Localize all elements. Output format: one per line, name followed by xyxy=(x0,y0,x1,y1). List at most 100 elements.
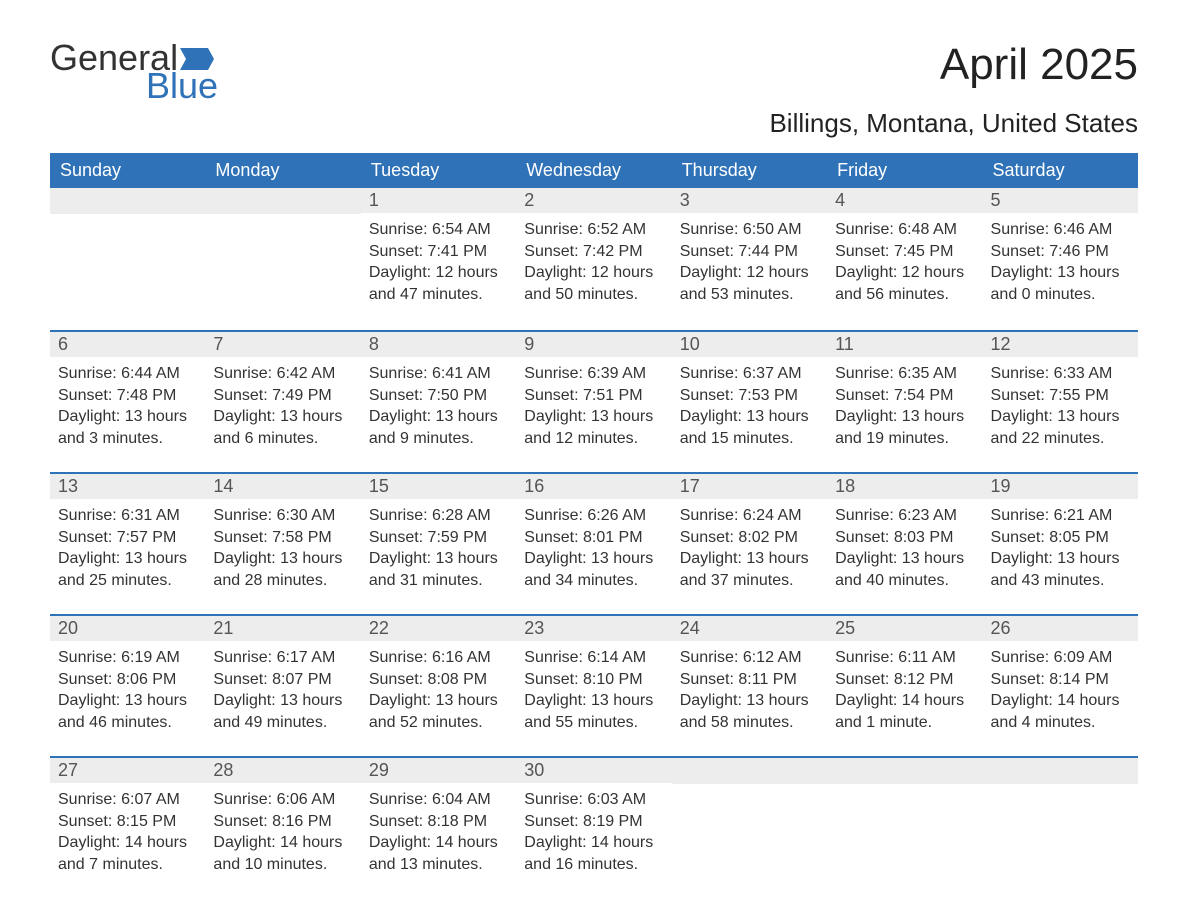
sunrise-line: Sunrise: 6:14 AM xyxy=(524,647,663,669)
daylight-line: Daylight: 13 hours and 31 minutes. xyxy=(369,548,508,591)
sunset-line: Sunset: 8:19 PM xyxy=(524,811,663,833)
sunset-line: Sunset: 8:18 PM xyxy=(369,811,508,833)
sunrise-line: Sunrise: 6:41 AM xyxy=(369,363,508,385)
day-number xyxy=(827,758,982,784)
day-cell: 27Sunrise: 6:07 AMSunset: 8:15 PMDayligh… xyxy=(50,758,205,884)
day-number: 8 xyxy=(361,332,516,357)
daylight-line: Daylight: 13 hours and 0 minutes. xyxy=(991,262,1130,305)
sunrise-line: Sunrise: 6:33 AM xyxy=(991,363,1130,385)
day-cell: 19Sunrise: 6:21 AMSunset: 8:05 PMDayligh… xyxy=(983,474,1138,600)
day-cell: 22Sunrise: 6:16 AMSunset: 8:08 PMDayligh… xyxy=(361,616,516,742)
sunset-line: Sunset: 8:10 PM xyxy=(524,669,663,691)
day-details: Sunrise: 6:03 AMSunset: 8:19 PMDaylight:… xyxy=(516,783,671,879)
day-number: 14 xyxy=(205,474,360,499)
day-cell: 24Sunrise: 6:12 AMSunset: 8:11 PMDayligh… xyxy=(672,616,827,742)
sunset-line: Sunset: 8:12 PM xyxy=(835,669,974,691)
calendar: SundayMondayTuesdayWednesdayThursdayFrid… xyxy=(50,153,1138,884)
daylight-line: Daylight: 14 hours and 4 minutes. xyxy=(991,690,1130,733)
day-header-cell: Saturday xyxy=(983,153,1138,188)
day-number: 26 xyxy=(983,616,1138,641)
day-cell: 1Sunrise: 6:54 AMSunset: 7:41 PMDaylight… xyxy=(361,188,516,316)
week-row: 6Sunrise: 6:44 AMSunset: 7:48 PMDaylight… xyxy=(50,330,1138,458)
day-number: 9 xyxy=(516,332,671,357)
sunset-line: Sunset: 7:45 PM xyxy=(835,241,974,263)
sunset-line: Sunset: 7:50 PM xyxy=(369,385,508,407)
day-number: 6 xyxy=(50,332,205,357)
sunset-line: Sunset: 8:01 PM xyxy=(524,527,663,549)
day-number: 24 xyxy=(672,616,827,641)
day-details: Sunrise: 6:39 AMSunset: 7:51 PMDaylight:… xyxy=(516,357,671,453)
sunrise-line: Sunrise: 6:19 AM xyxy=(58,647,197,669)
day-cell: 17Sunrise: 6:24 AMSunset: 8:02 PMDayligh… xyxy=(672,474,827,600)
daylight-line: Daylight: 13 hours and 12 minutes. xyxy=(524,406,663,449)
sunrise-line: Sunrise: 6:30 AM xyxy=(213,505,352,527)
daylight-line: Daylight: 13 hours and 37 minutes. xyxy=(680,548,819,591)
day-cell: 3Sunrise: 6:50 AMSunset: 7:44 PMDaylight… xyxy=(672,188,827,316)
day-number: 27 xyxy=(50,758,205,783)
day-cell: 2Sunrise: 6:52 AMSunset: 7:42 PMDaylight… xyxy=(516,188,671,316)
daylight-line: Daylight: 13 hours and 25 minutes. xyxy=(58,548,197,591)
day-header-cell: Sunday xyxy=(50,153,205,188)
day-cell: 18Sunrise: 6:23 AMSunset: 8:03 PMDayligh… xyxy=(827,474,982,600)
sunset-line: Sunset: 7:42 PM xyxy=(524,241,663,263)
day-number: 12 xyxy=(983,332,1138,357)
daylight-line: Daylight: 13 hours and 15 minutes. xyxy=(680,406,819,449)
day-number: 30 xyxy=(516,758,671,783)
week-row: 27Sunrise: 6:07 AMSunset: 8:15 PMDayligh… xyxy=(50,756,1138,884)
sunrise-line: Sunrise: 6:28 AM xyxy=(369,505,508,527)
day-number: 7 xyxy=(205,332,360,357)
day-number xyxy=(50,188,205,214)
day-details: Sunrise: 6:11 AMSunset: 8:12 PMDaylight:… xyxy=(827,641,982,737)
sunrise-line: Sunrise: 6:07 AM xyxy=(58,789,197,811)
daylight-line: Daylight: 13 hours and 9 minutes. xyxy=(369,406,508,449)
sunrise-line: Sunrise: 6:50 AM xyxy=(680,219,819,241)
sunset-line: Sunset: 7:57 PM xyxy=(58,527,197,549)
day-cell: 5Sunrise: 6:46 AMSunset: 7:46 PMDaylight… xyxy=(983,188,1138,316)
day-details: Sunrise: 6:12 AMSunset: 8:11 PMDaylight:… xyxy=(672,641,827,737)
day-cell: 28Sunrise: 6:06 AMSunset: 8:16 PMDayligh… xyxy=(205,758,360,884)
day-details: Sunrise: 6:23 AMSunset: 8:03 PMDaylight:… xyxy=(827,499,982,595)
sunset-line: Sunset: 7:58 PM xyxy=(213,527,352,549)
sunset-line: Sunset: 7:46 PM xyxy=(991,241,1130,263)
day-details: Sunrise: 6:26 AMSunset: 8:01 PMDaylight:… xyxy=(516,499,671,595)
daylight-line: Daylight: 13 hours and 22 minutes. xyxy=(991,406,1130,449)
sunrise-line: Sunrise: 6:06 AM xyxy=(213,789,352,811)
day-number xyxy=(672,758,827,784)
day-header-cell: Thursday xyxy=(672,153,827,188)
daylight-line: Daylight: 13 hours and 43 minutes. xyxy=(991,548,1130,591)
daylight-line: Daylight: 13 hours and 3 minutes. xyxy=(58,406,197,449)
day-cell xyxy=(827,758,982,884)
day-number: 13 xyxy=(50,474,205,499)
day-number: 17 xyxy=(672,474,827,499)
day-cell: 23Sunrise: 6:14 AMSunset: 8:10 PMDayligh… xyxy=(516,616,671,742)
sunrise-line: Sunrise: 6:48 AM xyxy=(835,219,974,241)
day-number xyxy=(983,758,1138,784)
sunset-line: Sunset: 8:14 PM xyxy=(991,669,1130,691)
day-number: 20 xyxy=(50,616,205,641)
day-cell: 13Sunrise: 6:31 AMSunset: 7:57 PMDayligh… xyxy=(50,474,205,600)
day-number: 4 xyxy=(827,188,982,213)
daylight-line: Daylight: 13 hours and 46 minutes. xyxy=(58,690,197,733)
daylight-line: Daylight: 14 hours and 16 minutes. xyxy=(524,832,663,875)
day-cell: 12 Sunrise: 6:33 AMSunset: 7:55 PMDayligh… xyxy=(983,332,1138,458)
sunset-line: Sunset: 7:55 PM xyxy=(991,385,1130,407)
day-header-cell: Friday xyxy=(827,153,982,188)
daylight-line: Daylight: 14 hours and 7 minutes. xyxy=(58,832,197,875)
sunset-line: Sunset: 8:05 PM xyxy=(991,527,1130,549)
day-details: Sunrise: 6:09 AMSunset: 8:14 PMDaylight:… xyxy=(983,641,1138,737)
daylight-line: Daylight: 14 hours and 10 minutes. xyxy=(213,832,352,875)
sunset-line: Sunset: 8:16 PM xyxy=(213,811,352,833)
day-cell: 25Sunrise: 6:11 AMSunset: 8:12 PMDayligh… xyxy=(827,616,982,742)
day-header-row: SundayMondayTuesdayWednesdayThursdayFrid… xyxy=(50,153,1138,188)
day-details: Sunrise: 6:31 AMSunset: 7:57 PMDaylight:… xyxy=(50,499,205,595)
day-details: Sunrise: 6:07 AMSunset: 8:15 PMDaylight:… xyxy=(50,783,205,879)
day-number: 11 xyxy=(827,332,982,357)
sunrise-line: Sunrise: 6:17 AM xyxy=(213,647,352,669)
logo-word2: Blue xyxy=(146,68,218,104)
day-number: 21 xyxy=(205,616,360,641)
daylight-line: Daylight: 13 hours and 55 minutes. xyxy=(524,690,663,733)
sunrise-line: Sunrise: 6:54 AM xyxy=(369,219,508,241)
sunrise-line: Sunrise: 6:31 AM xyxy=(58,505,197,527)
sunrise-line: Sunrise: 6:12 AM xyxy=(680,647,819,669)
day-number: 10 xyxy=(672,332,827,357)
